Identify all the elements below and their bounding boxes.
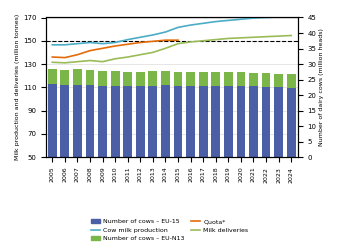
Bar (86, 85, 95, 157)
Bar (237, 72, 245, 86)
Bar (274, 74, 283, 87)
Bar (287, 87, 296, 157)
Bar (86, 70, 95, 85)
Bar (224, 86, 233, 157)
Bar (98, 86, 107, 157)
Bar (148, 86, 157, 157)
Bar (73, 69, 82, 85)
Bar (136, 86, 145, 157)
Bar (161, 71, 170, 85)
Bar (274, 87, 283, 157)
Legend: Number of cows – EU-15, Cow milk production, Number of cows – EU-N13, Quota*, Mi: Number of cows – EU-15, Cow milk product… (88, 217, 251, 244)
Y-axis label: Number of dairy cows (million heads): Number of dairy cows (million heads) (319, 28, 324, 146)
Bar (211, 86, 220, 157)
Bar (249, 86, 258, 157)
Bar (186, 72, 195, 86)
Bar (161, 85, 170, 157)
Bar (148, 71, 157, 86)
Bar (98, 71, 107, 86)
Bar (48, 69, 57, 84)
Bar (60, 85, 69, 157)
Bar (186, 86, 195, 157)
Bar (199, 86, 207, 157)
Y-axis label: Milk production and deliveries (million tonnes): Milk production and deliveries (million … (15, 14, 20, 160)
Bar (111, 86, 120, 157)
Bar (48, 84, 57, 157)
Bar (262, 87, 271, 157)
Bar (123, 86, 132, 157)
Bar (136, 72, 145, 86)
Bar (287, 74, 296, 87)
Bar (174, 86, 182, 157)
Bar (174, 72, 182, 86)
Bar (123, 72, 132, 86)
Bar (111, 71, 120, 86)
Bar (249, 73, 258, 86)
Bar (262, 73, 271, 87)
Bar (73, 85, 82, 157)
Bar (224, 72, 233, 86)
Bar (211, 72, 220, 86)
Bar (237, 86, 245, 157)
Bar (199, 72, 207, 86)
Bar (60, 70, 69, 85)
